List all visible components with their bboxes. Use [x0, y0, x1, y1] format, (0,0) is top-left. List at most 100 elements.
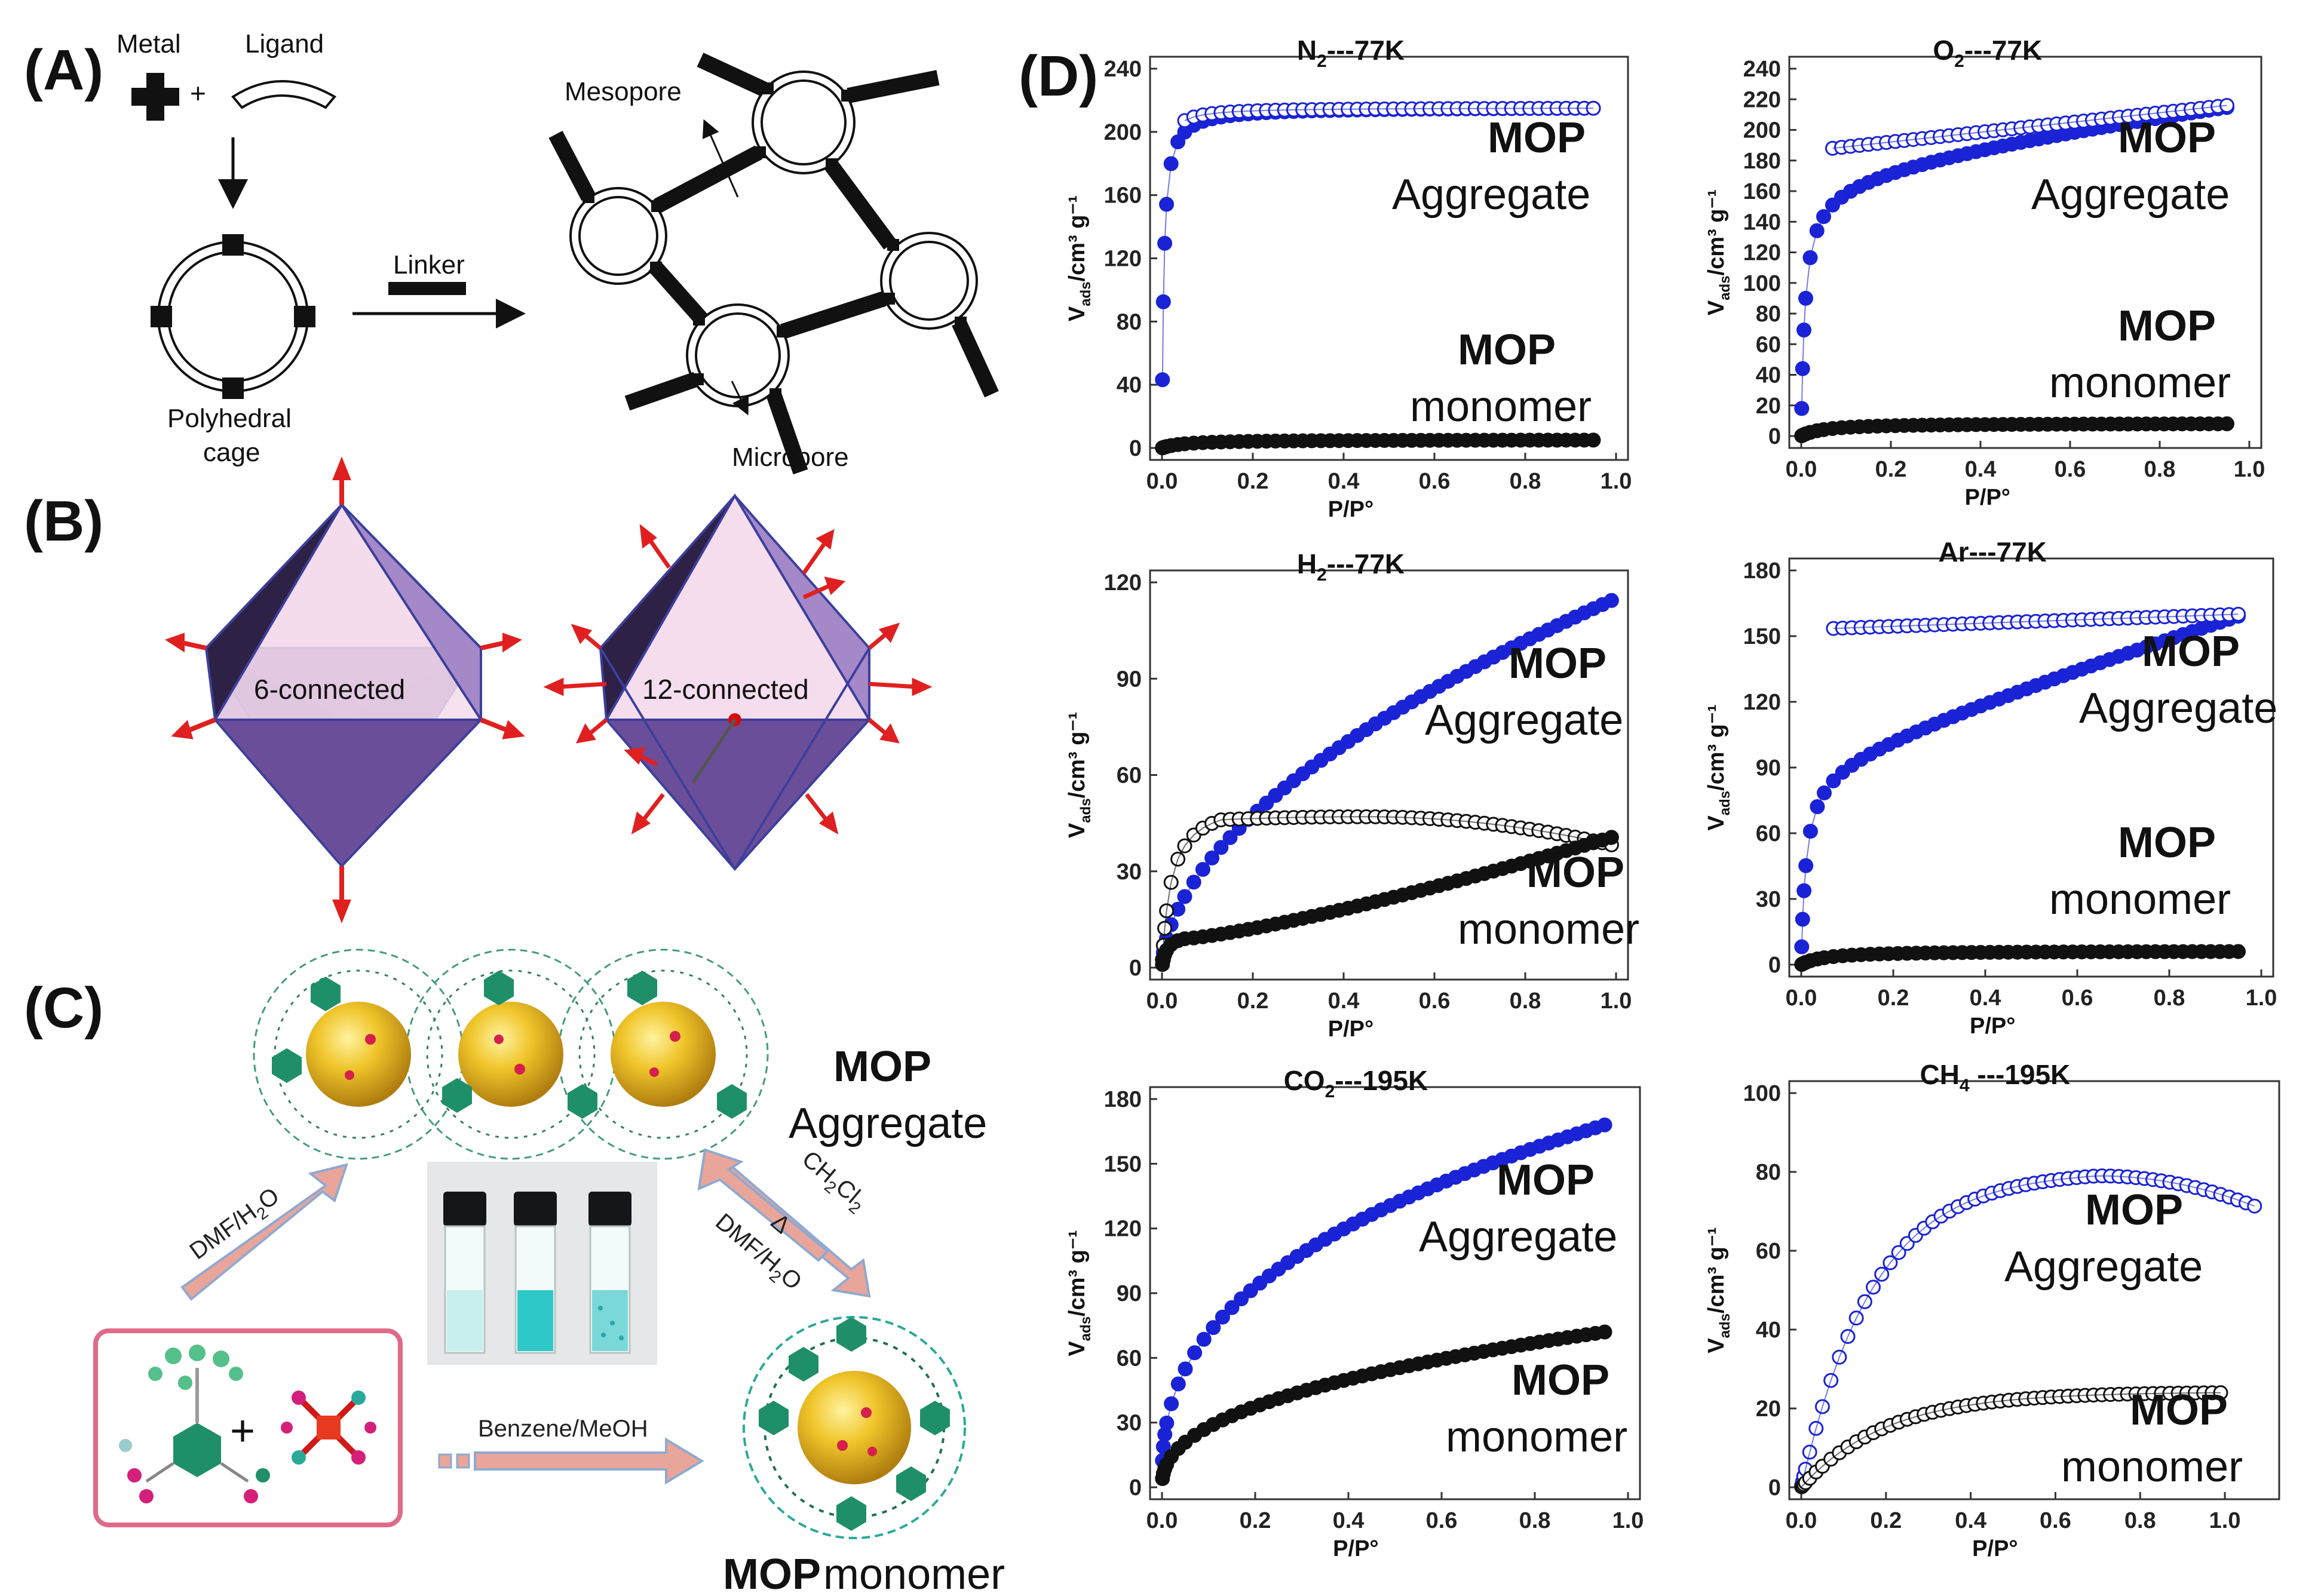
y-tick-label: 40: [1756, 1318, 1781, 1343]
y-tick-label: 0: [1768, 424, 1781, 449]
data-point: [2247, 1198, 2262, 1214]
y-tick-label: 0: [1129, 436, 1142, 461]
arrow-benzene-meoh: Benzene/MeOH: [438, 1416, 704, 1485]
y-tick-label: 0: [1129, 956, 1142, 981]
mop-monomer-molecule: [743, 1316, 966, 1539]
x-tick-label: 0.0: [1786, 986, 1817, 1011]
label-mop-aggregate: MOP: [2118, 114, 2216, 162]
y-tick-label: 60: [1117, 763, 1142, 788]
series-line: [1161, 836, 1612, 965]
x-tick-label: 0.0: [1146, 1508, 1178, 1533]
label-aggregate: Aggregate: [2004, 1243, 2203, 1291]
label-monomer: monomer: [2061, 1443, 2243, 1491]
label-monomer: monomer: [1458, 906, 1639, 953]
x-tick-label: 0.6: [1419, 469, 1451, 494]
series-mop-monomer: [1155, 1324, 1612, 1486]
y-tick-label: 240: [1743, 57, 1781, 82]
y-tick-label: 140: [1743, 210, 1781, 235]
x-tick-label: 0.8: [1519, 1508, 1551, 1533]
ligand-label: Ligand: [245, 29, 324, 59]
aggregate-text-label: Aggregate: [789, 1100, 987, 1147]
aggregate-sphere-3: [611, 1002, 716, 1107]
y-tick-label: 90: [1117, 1281, 1142, 1306]
vials-photo: [427, 1162, 657, 1365]
label-6-connected: 6-connected: [254, 674, 405, 705]
x-tick-label: 0.4: [1970, 986, 2001, 1011]
y-tick-label: 60: [1117, 1346, 1142, 1371]
y-tick-label: 60: [1756, 821, 1781, 846]
y-tick-label: 120: [1743, 690, 1781, 715]
y-tick-label: 30: [1117, 860, 1142, 885]
micropore-arrow: [731, 380, 749, 416]
label-mop-monomer: MOP: [2118, 302, 2216, 350]
data-point: [1604, 593, 1619, 608]
x-tick-label: 0.0: [1146, 989, 1178, 1014]
label-mop-monomer: MOP: [2118, 819, 2216, 867]
y-axis-label: Vads/cm³ g⁻¹: [1704, 189, 1733, 315]
chart-title: Ar---77K: [1938, 536, 2046, 567]
y-tick-label: 150: [1104, 1152, 1142, 1177]
series-line: [1833, 613, 2239, 630]
y-tick-label: 120: [1104, 570, 1142, 596]
panel-c: (C): [24, 949, 1005, 1596]
x-tick-label: 0.4: [1328, 469, 1360, 494]
y-tick-label: 90: [1117, 667, 1142, 692]
x-axis-label: P/P°: [1328, 1017, 1373, 1042]
octahedron-12-arrows: [543, 524, 933, 835]
chart-title: N2---77K: [1297, 35, 1405, 71]
mesopore-arrow: [702, 119, 739, 198]
y-tick-label: 240: [1104, 57, 1142, 82]
x-tick-label: 0.8: [1510, 469, 1541, 494]
series-line: [1801, 951, 2239, 965]
label-monomer: monomer: [2049, 876, 2231, 923]
x-tick-label: 0.8: [2124, 1508, 2156, 1533]
chart-4: 0 30 60 90 120 150 180 0.0 0.2 0.4 0.6 0.8 1.0 Ar---7…: [1704, 536, 2277, 1039]
mop-aggregate-cluster: [253, 949, 769, 1160]
series-line: [1161, 1331, 1605, 1479]
x-tick-label: 0.0: [1786, 457, 1817, 482]
series-mop-monomer: [1794, 944, 2246, 972]
x-axis-label: P/P°: [1972, 1536, 2018, 1561]
y-tick-label: 30: [1756, 887, 1781, 912]
y-tick-label: 150: [1743, 624, 1781, 649]
y-tick-label: 60: [1756, 1239, 1781, 1264]
chart-title: CO2---195K: [1284, 1065, 1428, 1101]
y-tick-label: 180: [1743, 558, 1781, 584]
cage-network: [548, 53, 999, 475]
label-monomer: monomer: [1446, 1413, 1627, 1461]
arrow-reversible: CH2Cl2 Δ DMF/H2O: [697, 1146, 871, 1298]
panel-a: (A) Metal Ligand + Polyhedral cage Linke…: [24, 29, 999, 475]
panel-b: (B) 6-connected: [24, 456, 933, 923]
y-tick-label: 200: [1743, 118, 1781, 143]
chart-title: H2---77K: [1297, 548, 1405, 585]
x-axis-label: P/P°: [1328, 497, 1373, 522]
metal-cross-icon: [131, 73, 179, 121]
panel-label-b: (B): [24, 489, 103, 553]
x-tick-label: 0.2: [1240, 1508, 1271, 1533]
y-tick-label: 160: [1104, 183, 1142, 208]
x-tick-label: 0.6: [2055, 457, 2086, 482]
reactants-box: +: [93, 1328, 403, 1527]
y-tick-label: 20: [1756, 394, 1781, 419]
x-tick-label: 0.4: [1333, 1508, 1365, 1533]
label-mop-monomer: MOP: [1511, 1356, 1609, 1404]
chart-1: 0 40 80 120 160 200 240 0.0 0.2 0.4 0.6 0.8 1.0 N2---…: [1065, 35, 1632, 522]
x-tick-label: 0.4: [1965, 457, 1997, 482]
y-axis-label: Vads/cm³ g⁻¹: [1065, 1230, 1094, 1356]
y-tick-label: 40: [1756, 363, 1781, 388]
y-tick-label: 90: [1756, 756, 1781, 781]
x-tick-label: 0.0: [1786, 1508, 1817, 1533]
x-tick-label: 0.2: [1878, 986, 1909, 1011]
x-tick-label: 0.8: [1510, 989, 1541, 1014]
x-tick-label: 0.2: [1875, 457, 1907, 482]
x-tick-label: 1.0: [2209, 1508, 2241, 1533]
aggregate-mop-label: MOP: [833, 1043, 931, 1091]
y-tick-label: 30: [1117, 1411, 1142, 1436]
y-tick-label: 60: [1756, 332, 1781, 357]
series-mop-monomer: [1794, 1385, 2228, 1494]
y-tick-label: 220: [1743, 87, 1781, 112]
series-mop-aggregate-desorption: [1825, 98, 2234, 156]
panel-label-a: (A): [24, 38, 103, 102]
benzene-meoh-label: Benzene/MeOH: [478, 1416, 648, 1442]
